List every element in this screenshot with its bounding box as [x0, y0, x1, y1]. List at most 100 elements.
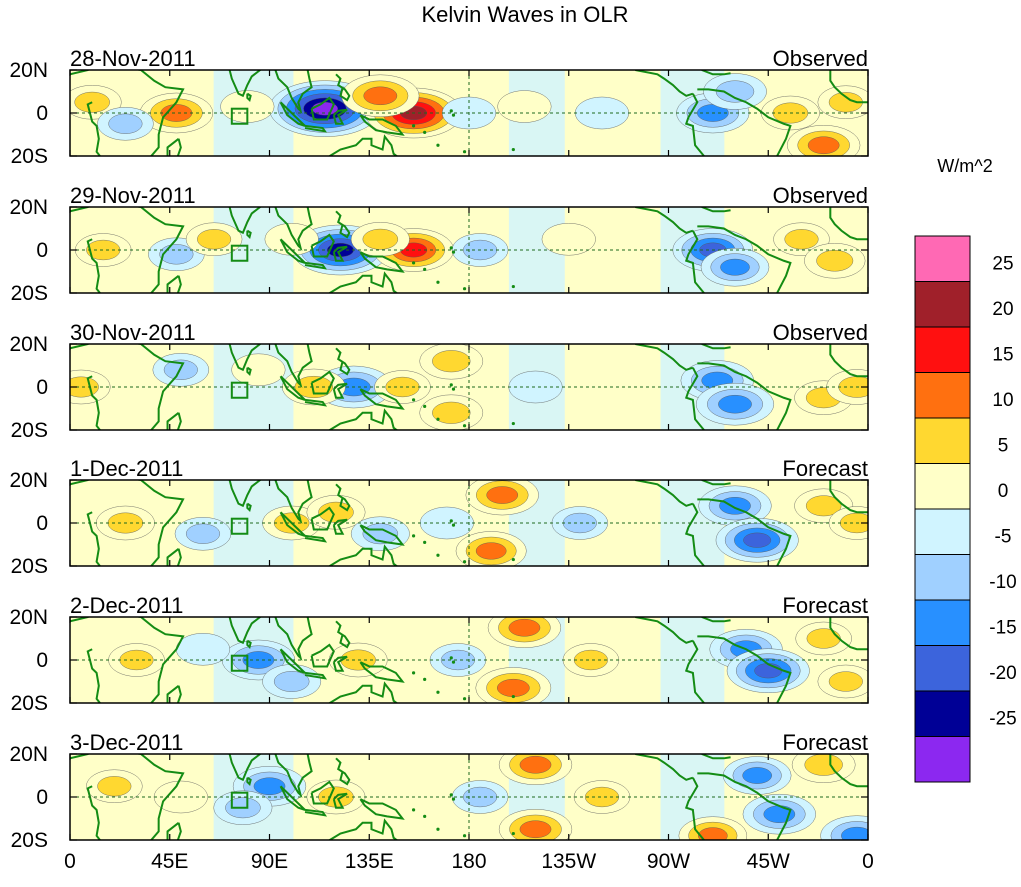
- java: [304, 671, 328, 680]
- contour: [440, 649, 475, 671]
- central-america: [635, 754, 694, 781]
- contour: [698, 827, 728, 840]
- colorbar-label: -10: [989, 572, 1016, 593]
- south-america-west: [684, 777, 705, 840]
- colorbar-units-label: W/m^2: [937, 156, 992, 176]
- island: [451, 387, 456, 391]
- panel: 20N 0 20S 30-Nov-2011 Observed: [9, 320, 869, 442]
- panel-date: 30-Nov-2011: [70, 320, 196, 345]
- island: [462, 697, 467, 701]
- central-america: [635, 344, 694, 371]
- philippines: [335, 210, 351, 239]
- region-box: [230, 654, 249, 672]
- positive-anomaly: [795, 621, 852, 656]
- contour: [97, 776, 132, 797]
- central-america: [635, 70, 694, 97]
- new-guinea: [359, 388, 405, 410]
- south-america-west: [684, 367, 705, 430]
- colorbar-label: 25: [992, 254, 1013, 275]
- caribbean: [701, 617, 731, 623]
- contour: [362, 228, 399, 250]
- philippines: [335, 483, 351, 512]
- positive-anomaly: [497, 90, 552, 123]
- contour: [185, 523, 220, 544]
- contour: [585, 786, 620, 808]
- contour: [805, 495, 842, 517]
- x-tick-label: 135W: [541, 850, 596, 873]
- colorbar-swatch: [914, 554, 971, 601]
- africa-west-coast: [86, 101, 102, 156]
- se-asia-coast: [274, 344, 313, 389]
- panel-status-label: Forecast: [782, 593, 868, 618]
- island: [511, 694, 515, 699]
- borneo: [310, 506, 335, 531]
- island: [451, 113, 456, 117]
- x-axis: 0 45E 90E 135E 180 135W 90W 45W 0: [64, 850, 874, 873]
- australia-coast: [327, 818, 399, 840]
- colorbar-swatch: [914, 508, 971, 555]
- panel-date: 1-Dec-2011: [70, 456, 183, 481]
- borneo: [310, 780, 335, 805]
- new-guinea: [359, 114, 405, 136]
- africa-coast: [70, 480, 185, 566]
- island: [462, 424, 467, 428]
- contour: [754, 663, 783, 679]
- positive-anomaly: [350, 222, 410, 257]
- chart-title: Kelvin Waves in OLR: [421, 2, 628, 27]
- new-guinea: [359, 661, 405, 683]
- y-tick-label: 20S: [11, 829, 48, 852]
- negative-anomaly: [820, 815, 868, 840]
- positive-anomaly: [231, 353, 286, 386]
- colorbar-swatch: [914, 372, 971, 419]
- africa-coast: [70, 207, 185, 293]
- region-box: [230, 381, 249, 399]
- contour: [197, 229, 232, 250]
- australia-coast: [327, 408, 399, 430]
- y-tick-label: 20S: [11, 419, 48, 442]
- y-tick-label: 20S: [11, 282, 48, 305]
- colorbar-swatch: [914, 326, 971, 373]
- colorbar-swatch: [914, 645, 971, 692]
- island: [511, 284, 515, 289]
- contour: [419, 506, 474, 540]
- se-asia-coast: [274, 754, 313, 799]
- island: [411, 534, 416, 538]
- island: [462, 150, 467, 154]
- colorbar-label: -5: [995, 527, 1012, 548]
- colorbar-label: -15: [989, 618, 1016, 639]
- contour: [841, 826, 868, 840]
- island: [411, 808, 416, 812]
- positive-anomaly: [419, 344, 484, 380]
- contour: [70, 376, 99, 398]
- madagascar: [166, 412, 182, 430]
- colorbar-swatch: [914, 281, 971, 328]
- contour: [253, 777, 286, 796]
- contour: [828, 671, 863, 692]
- panel-date: 2-Dec-2011: [70, 593, 183, 618]
- philippines: [335, 620, 351, 649]
- west-africa-coast: [829, 70, 868, 104]
- anomaly-field: [96, 480, 868, 566]
- island: [462, 287, 467, 291]
- africa-coast: [70, 617, 185, 703]
- x-tick-label: 90E: [251, 850, 288, 873]
- y-tick-label: 0: [36, 239, 48, 262]
- island: [436, 690, 440, 694]
- sulawesi: [332, 792, 348, 809]
- contour: [508, 618, 541, 637]
- contour: [806, 628, 841, 649]
- sri-lanka: [246, 639, 252, 650]
- panel: 20N 0 20S 29-Nov-2011 Observed: [9, 183, 869, 305]
- negative-anomaly: [742, 794, 816, 835]
- panel: 20N 0 20S 1-Dec-2011 Forecast: [9, 456, 869, 578]
- new-guinea: [359, 798, 405, 820]
- island: [423, 130, 427, 134]
- positive-anomaly: [678, 816, 748, 840]
- positive-anomaly: [475, 667, 552, 703]
- island: [423, 267, 427, 271]
- island: [411, 671, 416, 675]
- colorbar-label: 20: [992, 299, 1013, 320]
- south-america-west: [684, 230, 705, 293]
- y-tick-label: 20N: [9, 333, 48, 356]
- se-asia-coast: [274, 480, 313, 525]
